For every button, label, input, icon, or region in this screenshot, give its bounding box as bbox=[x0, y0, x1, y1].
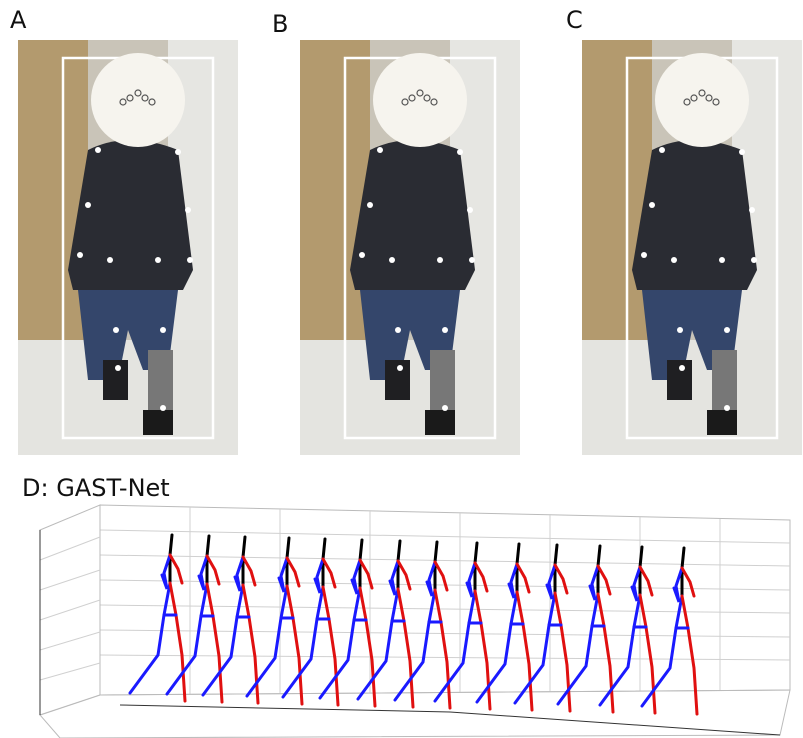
photo-c bbox=[580, 38, 803, 457]
photo-a bbox=[16, 38, 240, 457]
panel-label: B bbox=[272, 10, 289, 38]
skeletons bbox=[128, 533, 699, 716]
panel-label: A bbox=[10, 6, 27, 34]
panel-label: C bbox=[566, 6, 583, 34]
plot-title: D: GAST-Net bbox=[22, 474, 170, 502]
photo-b bbox=[298, 38, 522, 457]
